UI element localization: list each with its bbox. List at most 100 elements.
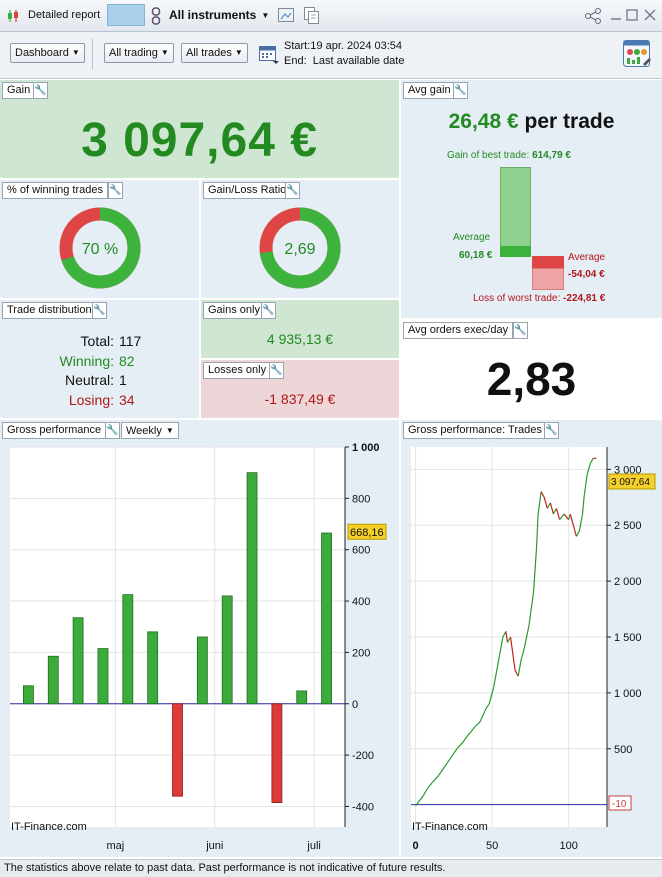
wrench-icon[interactable]: 🔧	[33, 82, 48, 99]
equity-segment	[482, 708, 487, 716]
toolbar-divider	[92, 39, 93, 69]
title-bar: Detailed report All instruments ▼	[0, 0, 662, 32]
weekly-bar	[172, 703, 183, 797]
winning-trades-title: % of winning trades	[2, 182, 108, 199]
wrench-icon[interactable]: 🔧	[108, 182, 123, 199]
report-settings-icon[interactable]	[621, 38, 653, 70]
avg-pos-value: 60,18 €	[459, 250, 493, 261]
gain-loss-ratio-panel: Gain/Loss Ratio 🔧 2,69	[201, 180, 399, 298]
equity-segment	[415, 795, 424, 807]
avg-neg-label: Average	[568, 252, 606, 263]
equity-segment	[502, 631, 507, 638]
equity-segment	[559, 513, 565, 521]
y-tick-label: 1 500	[614, 632, 642, 644]
avg-pos-label: Average	[453, 232, 491, 243]
gain-loss-ratio-value: 2,69	[284, 241, 315, 258]
trades-filter-label: All trades	[186, 47, 232, 59]
end-date: End: Last available date	[284, 55, 405, 67]
x-tick-label: 50	[486, 840, 498, 852]
maximize-icon[interactable]	[626, 9, 638, 21]
y-tick-label: -200	[352, 750, 374, 762]
toolbar: Dashboard ▼ All trading ▼ All trades ▼ Star…	[0, 32, 662, 79]
last-value-label: 3 097,64	[611, 477, 650, 488]
equity-segment	[506, 636, 512, 643]
equity-segment	[520, 648, 525, 660]
losing-label: Losing:	[68, 391, 114, 408]
donut-win-arc	[59, 207, 141, 289]
equity-segment	[488, 687, 495, 705]
avg-gain-per-trade: per trade	[524, 110, 615, 133]
avg-orders-title: Avg orders exec/day	[403, 322, 514, 339]
gains-only-panel: Gains only 🔧 4 935,13 €	[201, 300, 399, 358]
wrench-icon[interactable]: 🔧	[105, 422, 120, 439]
dashboard-label: Dashboard	[15, 47, 69, 59]
winning-trades-donut: 70 %	[59, 207, 141, 289]
losses-only-title: Losses only	[203, 362, 272, 379]
chart-watermark: IT-Finance.com	[11, 821, 87, 833]
window-title: Detailed report	[28, 9, 101, 21]
color-swatch[interactable]	[107, 4, 145, 26]
trading-filter-label: All trading	[109, 47, 158, 59]
losing-value: 34	[119, 391, 135, 408]
x-tick-label: juni	[205, 840, 223, 852]
x-tick-label: maj	[107, 840, 125, 852]
equity-segment	[578, 513, 584, 531]
wrench-icon[interactable]: 🔧	[269, 362, 284, 379]
winning-value: 82	[119, 352, 135, 369]
image-icon[interactable]	[278, 8, 294, 22]
equity-segment	[427, 781, 433, 789]
equity-segment	[540, 491, 545, 498]
start-date: Start:19 apr. 2024 03:54	[284, 40, 403, 52]
worst-trade: Loss of worst trade: -224,81 €	[473, 293, 605, 304]
x-tick-label: 100	[560, 840, 578, 852]
equity-segment	[451, 748, 458, 756]
pages-icon[interactable]	[304, 7, 320, 24]
period-label: Weekly	[126, 425, 162, 437]
period-dropdown[interactable]: Weekly ▼	[121, 422, 179, 439]
y-tick-label: 500	[614, 744, 632, 756]
wrench-icon[interactable]: 🔧	[453, 82, 468, 99]
winning-label: Winning:	[59, 352, 114, 369]
trade-distribution-panel: Trade distribution 🔧 Total: Winning: Neu…	[0, 300, 199, 418]
equity-segment	[523, 625, 530, 649]
wrench-icon[interactable]: 🔧	[513, 322, 528, 339]
minimize-icon[interactable]	[610, 9, 622, 21]
equity-segment	[581, 497, 585, 515]
dashboard-dropdown[interactable]: Dashboard ▼	[10, 43, 85, 63]
chevron-down-icon: ▼	[160, 48, 169, 57]
distribution-values: 117 82 1 34	[119, 332, 141, 410]
equity-segment	[586, 463, 591, 476]
equity-segment	[575, 530, 580, 537]
equity-segment	[431, 775, 440, 783]
equity-segment	[499, 636, 504, 654]
equity-segment	[546, 502, 551, 509]
wrench-icon[interactable]: 🔧	[285, 182, 300, 199]
y-tick-label: 200	[352, 647, 370, 659]
equity-segment	[569, 513, 574, 526]
wrench-icon[interactable]: 🔧	[544, 422, 559, 439]
avg-gain-bar	[500, 246, 531, 257]
best-trade-label: Gain of best trade:	[447, 150, 530, 161]
min-value-badge	[608, 795, 632, 811]
share-icon[interactable]	[584, 7, 602, 25]
weekly-bar	[321, 532, 332, 705]
trading-filter-dropdown[interactable]: All trading ▼	[104, 43, 174, 63]
wrench-icon[interactable]: 🔧	[261, 302, 276, 319]
equity-segment	[479, 714, 484, 723]
total-value: 117	[119, 333, 142, 349]
calendar-icon[interactable]	[258, 43, 280, 65]
link-icon[interactable]	[151, 6, 161, 26]
y-tick-label: -400	[352, 801, 374, 813]
close-icon[interactable]	[644, 9, 656, 21]
gains-only-title: Gains only	[203, 302, 265, 319]
equity-segment	[537, 491, 542, 515]
x-tick-label: 0	[413, 840, 419, 852]
trades-filter-dropdown[interactable]: All trades ▼	[181, 43, 248, 63]
wrench-icon[interactable]: 🔧	[92, 302, 107, 319]
chevron-down-icon: ▼	[165, 426, 174, 435]
equity-segment	[517, 659, 522, 677]
weekly-bar	[221, 595, 233, 705]
instrument-selector[interactable]: All instruments ▼	[169, 8, 269, 22]
weekly-bar	[196, 636, 208, 705]
best-trade-bar	[500, 167, 531, 257]
